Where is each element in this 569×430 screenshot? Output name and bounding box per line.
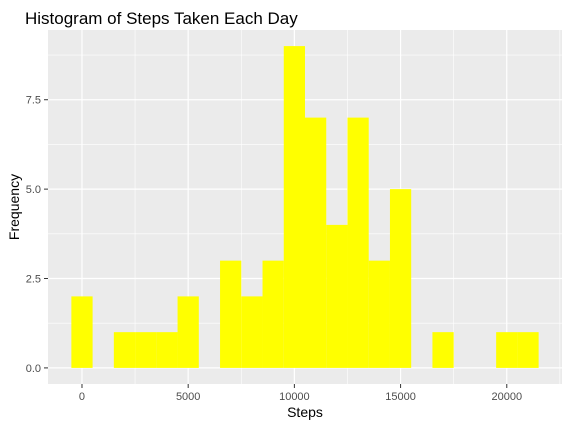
histogram-bar (177, 296, 199, 368)
histogram-bar (283, 46, 305, 368)
y-axis-ticks: 0.0 2.5 5.0 7.5 (26, 95, 48, 375)
y-tick-label: 0.0 (26, 363, 41, 375)
histogram-bar (156, 332, 178, 368)
histogram-bar (220, 260, 242, 368)
histogram-bars (71, 46, 539, 368)
x-tick-label: 15000 (385, 391, 416, 403)
histogram-bar (262, 260, 284, 368)
x-tick-label: 0 (79, 391, 85, 403)
x-axis-ticks: 0 5000 10000 15000 20000 (79, 384, 522, 403)
chart-title: Histogram of Steps Taken Each Day (25, 9, 298, 28)
y-tick-label: 2.5 (26, 274, 41, 286)
histogram-bar (368, 260, 390, 368)
x-tick-label: 10000 (279, 391, 310, 403)
histogram-bar (517, 332, 539, 368)
histogram-bar (432, 332, 454, 368)
y-tick-label: 5.0 (26, 184, 41, 196)
histogram-bar (113, 332, 136, 368)
histogram-bar (71, 296, 93, 368)
histogram-bar (305, 117, 327, 368)
histogram-bar (347, 117, 369, 368)
x-tick-label: 5000 (176, 391, 200, 403)
y-axis-title: Frequency (6, 174, 22, 240)
histogram-bar (496, 332, 518, 368)
histogram-bar (241, 296, 263, 368)
histogram-bar (389, 189, 412, 368)
x-axis-title: Steps (287, 404, 323, 420)
y-tick-label: 7.5 (26, 95, 41, 107)
x-tick-label: 20000 (491, 391, 522, 403)
histogram-bar (135, 332, 157, 368)
histogram-bar (326, 224, 348, 368)
